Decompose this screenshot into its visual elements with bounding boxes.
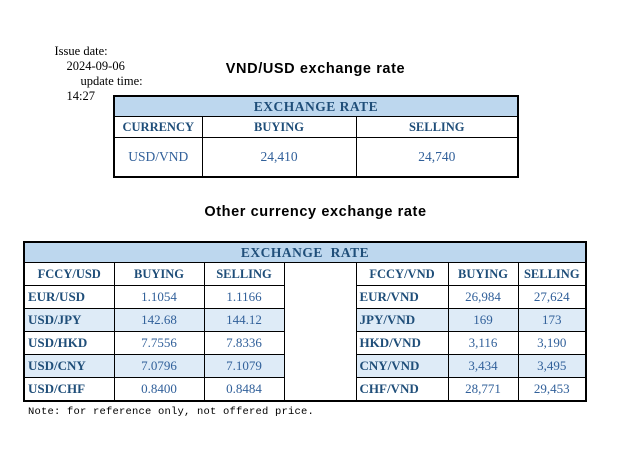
selling-value-cell: 3,495 bbox=[517, 354, 587, 378]
col-header-fccy-usd: FCCY/USD bbox=[23, 262, 115, 286]
currency-pair-cell: EUR/USD bbox=[23, 285, 115, 309]
buying-value-cell: 28,771 bbox=[447, 377, 519, 402]
buying-value-cell: 3,434 bbox=[447, 354, 519, 378]
issue-line: Issue date: 2024-09-06 update time: 14:2… bbox=[42, 29, 143, 119]
separator-column bbox=[283, 262, 357, 402]
table-row: USD/VND 24,410 24,740 bbox=[113, 137, 519, 178]
table-header-row: FCCY/USD BUYING SELLING FCCY/VND BUYING … bbox=[23, 262, 587, 402]
col-header-selling: SELLING bbox=[355, 116, 519, 138]
col-header-fccy-vnd: FCCY/VND bbox=[355, 262, 449, 286]
buying-value-cell: 3,116 bbox=[447, 331, 519, 355]
selling-value-cell: 24,740 bbox=[355, 137, 519, 178]
selling-value-cell: 1.1166 bbox=[203, 285, 285, 309]
selling-value-cell: 27,624 bbox=[517, 285, 587, 309]
selling-value-cell: 3,190 bbox=[517, 331, 587, 355]
table-row: USD/CHF 0.8400 0.8484 CHF/VND 28,771 29,… bbox=[23, 377, 587, 402]
col-header-buying: BUYING bbox=[201, 116, 357, 138]
buying-value-cell: 169 bbox=[447, 308, 519, 332]
table-row: USD/CNY 7.0796 7.1079 CNY/VND 3,434 3,49… bbox=[23, 354, 587, 378]
buying-value-cell: 7.7556 bbox=[113, 331, 205, 355]
buying-value-cell: 0.8400 bbox=[113, 377, 205, 402]
currency-pair-cell: USD/VND bbox=[113, 137, 203, 178]
exchange-rate-banner: EXCHANGE RATE bbox=[113, 95, 519, 117]
other-currency-rate-table: EXCHANGE RATE FCCY/USD BUYING SELLING FC… bbox=[23, 241, 588, 402]
selling-value-cell: 0.8484 bbox=[203, 377, 285, 402]
col-header-selling-right: SELLING bbox=[517, 262, 587, 286]
issue-date-label: Issue date: bbox=[54, 44, 108, 58]
currency-pair-cell: CNY/VND bbox=[355, 354, 449, 378]
currency-pair-cell: CHF/VND bbox=[355, 377, 449, 402]
buying-value-cell: 1.1054 bbox=[113, 285, 205, 309]
selling-value-cell: 173 bbox=[517, 308, 587, 332]
selling-value-cell: 7.1079 bbox=[203, 354, 285, 378]
table-row: USD/HKD 7.7556 7.8336 HKD/VND 3,116 3,19… bbox=[23, 331, 587, 355]
col-header-buying-left: BUYING bbox=[113, 262, 205, 286]
col-header-currency: CURRENCY bbox=[113, 116, 203, 138]
selling-value-cell: 29,453 bbox=[517, 377, 587, 402]
currency-pair-cell: USD/CNY bbox=[23, 354, 115, 378]
currency-pair-cell: USD/CHF bbox=[23, 377, 115, 402]
other-table-title: Other currency exchange rate bbox=[204, 204, 427, 220]
vnd-usd-table-title: VND/USD exchange rate bbox=[225, 61, 406, 77]
currency-pair-cell: USD/JPY bbox=[23, 308, 115, 332]
buying-value-cell: 26,984 bbox=[447, 285, 519, 309]
selling-value-cell: 7.8336 bbox=[203, 331, 285, 355]
update-time-label: update time: bbox=[80, 74, 143, 88]
buying-value-cell: 142.68 bbox=[113, 308, 205, 332]
currency-pair-cell: JPY/VND bbox=[355, 308, 449, 332]
currency-pair-cell: HKD/VND bbox=[355, 331, 449, 355]
update-time-value: 14:27 bbox=[66, 89, 95, 103]
table-banner-row: EXCHANGE RATE bbox=[113, 95, 519, 117]
vnd-usd-rate-table: EXCHANGE RATE CURRENCY BUYING SELLING US… bbox=[113, 95, 519, 178]
table-row: USD/JPY 142.68 144.12 JPY/VND 169 173 bbox=[23, 308, 587, 332]
currency-pair-cell: EUR/VND bbox=[355, 285, 449, 309]
table-header-row: CURRENCY BUYING SELLING bbox=[113, 116, 519, 138]
issue-date-value: 2024-09-06 bbox=[66, 59, 125, 73]
buying-value-cell: 24,410 bbox=[201, 137, 357, 178]
col-header-selling-left: SELLING bbox=[203, 262, 285, 286]
exchange-rate-banner: EXCHANGE RATE bbox=[23, 241, 587, 263]
table-banner-row: EXCHANGE RATE bbox=[23, 241, 587, 263]
col-header-buying-right: BUYING bbox=[447, 262, 519, 286]
buying-value-cell: 7.0796 bbox=[113, 354, 205, 378]
selling-value-cell: 144.12 bbox=[203, 308, 285, 332]
currency-pair-cell: USD/HKD bbox=[23, 331, 115, 355]
note-text: Note: for reference only, not offered pr… bbox=[28, 406, 315, 418]
